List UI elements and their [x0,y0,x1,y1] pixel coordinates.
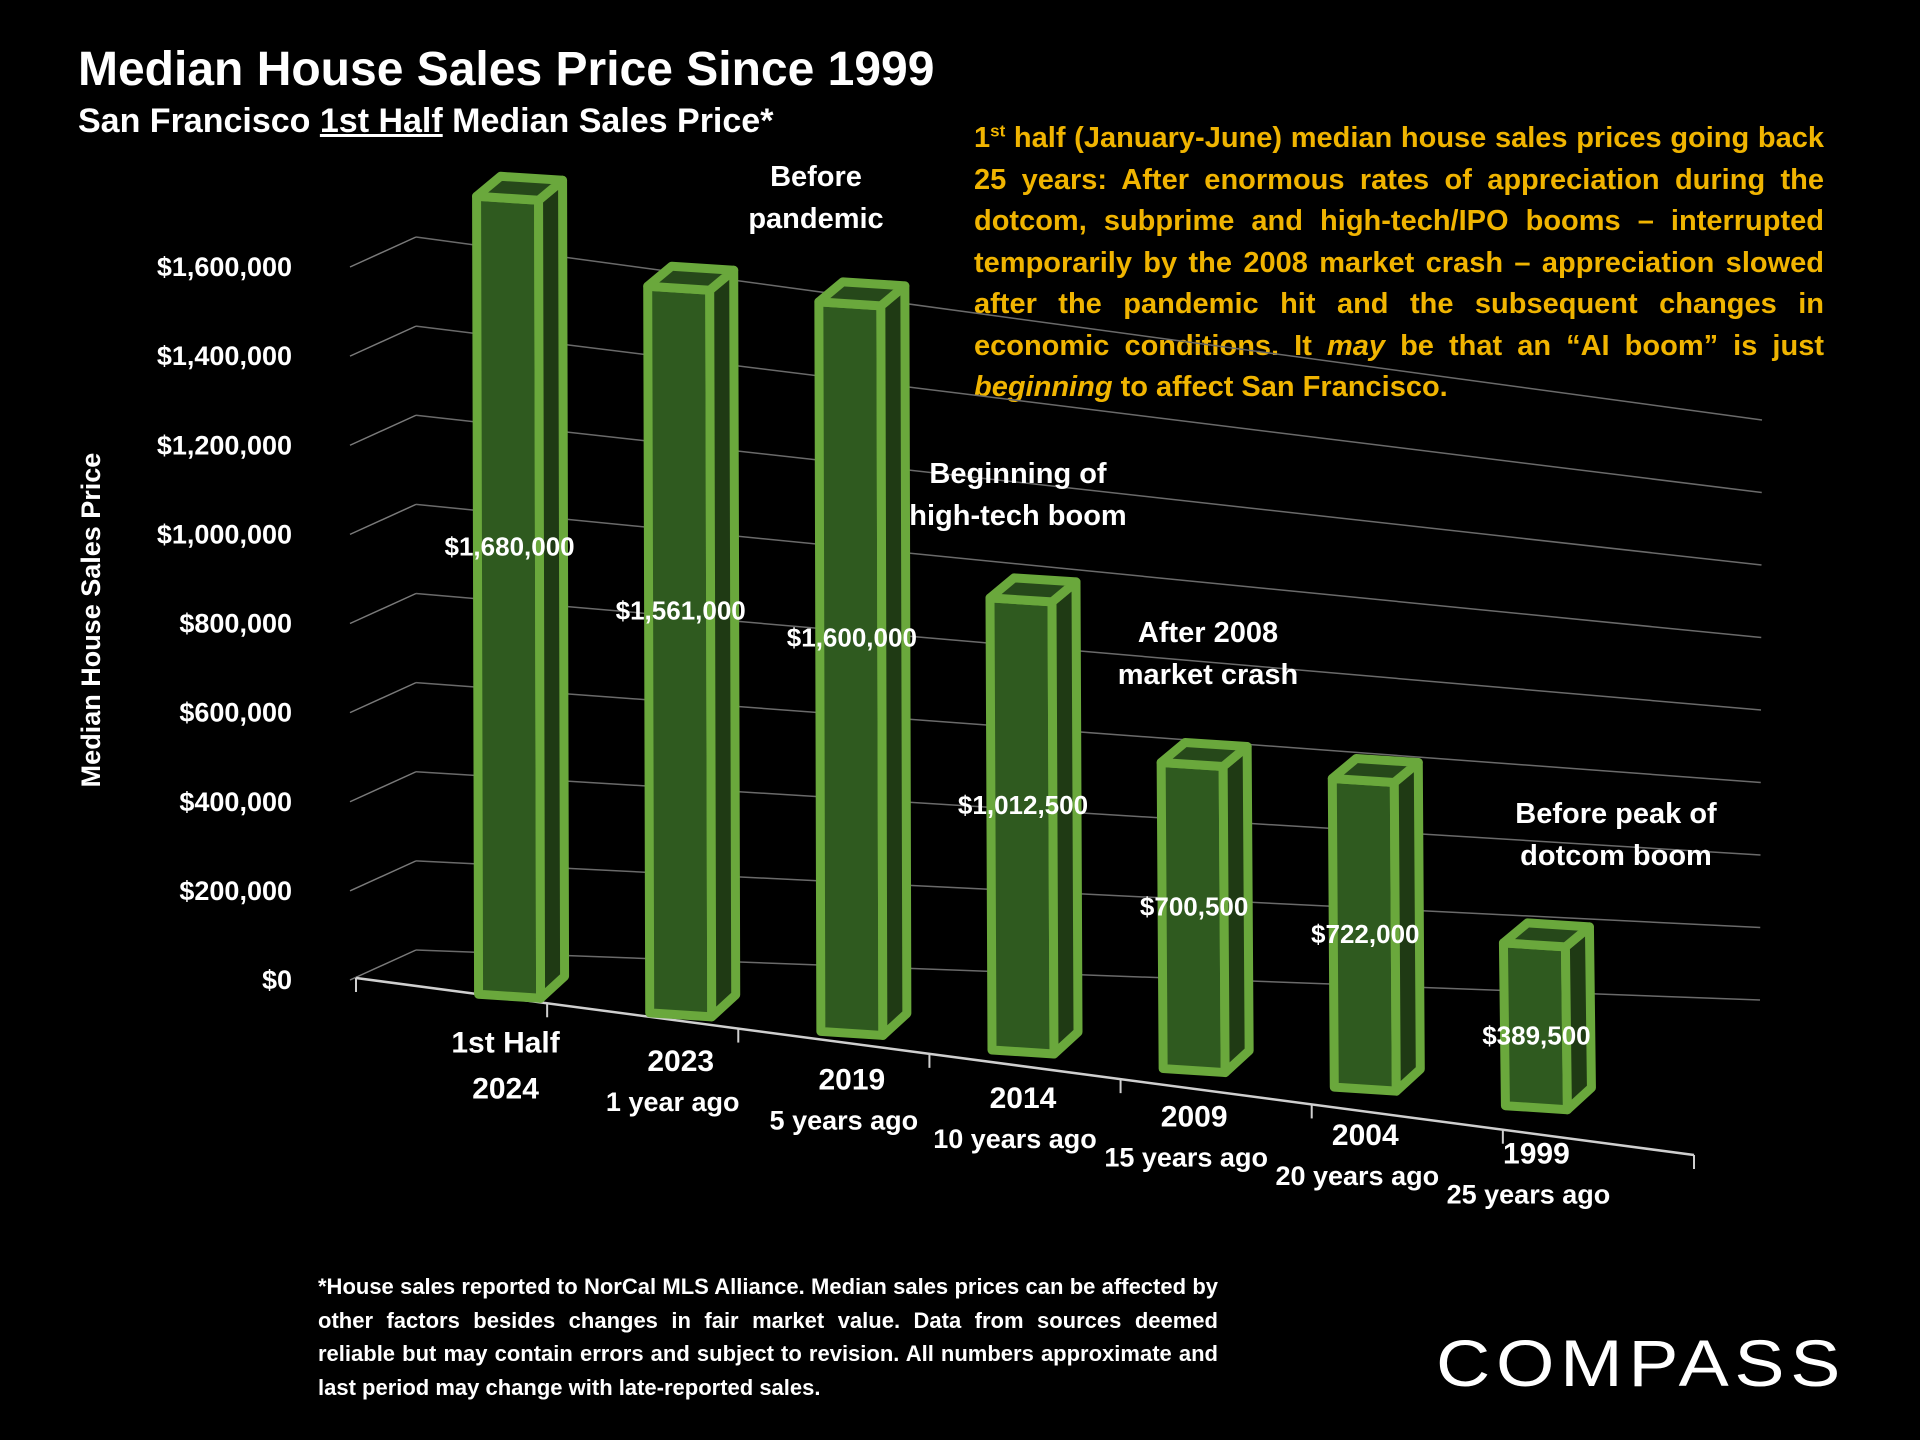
bar-top-face [1498,918,1594,952]
description-sup: st [990,121,1006,141]
bar-front-face [814,297,888,1040]
x-axis-line [355,976,1695,1157]
bar-top-face [985,573,1081,607]
labels: $0 $200,000 $400,000 $600,000 $800,000 $1,000… [76,161,1717,1210]
subtitle-underlined: 1st Half [319,102,443,140]
subtitle-suffix: Median Sales Price* [442,102,774,140]
x-category-label: 2014 [990,1082,1057,1115]
description-sup-number: 1 [974,122,991,154]
x-category-label: 2023 [647,1045,714,1078]
bar-top-face [1327,753,1423,787]
gridline-diagonal [349,325,417,357]
y-tick-label: $600,000 [179,698,292,728]
y-tick-label: $1,000,000 [157,519,292,549]
gridline [415,236,1763,421]
bar-annotation: Beginning of [929,458,1107,490]
description-text: 1st half (January-June) median house sal… [974,118,1824,409]
gridline [415,414,1762,566]
bar-top-face [643,261,739,295]
bar-value-label: $1,012,500 [958,790,1088,820]
grid-lines [349,236,1763,1001]
bar-annotation: dotcom boom [1520,840,1712,872]
bar-top-face [472,171,568,205]
gridline-diagonal [349,414,417,446]
bar-annotation: After 2008 [1138,617,1278,649]
x-category-label: 2004 [1332,1119,1399,1152]
x-category-label: 1st Half [451,1026,560,1059]
gridline [415,503,1762,639]
gridline-diagonal [349,592,417,625]
x-category-sublabel: 10 years ago [933,1124,1097,1154]
compass-logo: COMPASS [1436,1326,1846,1396]
bars [472,171,1596,1115]
bar-value-label: $700,500 [1140,892,1248,922]
x-category-sublabel: 2024 [472,1072,539,1105]
logo-text: COMPASS [1436,1326,1846,1396]
bar-front-face [472,191,546,1003]
bar-value-label: $722,000 [1311,919,1419,949]
bar-side-face [534,175,570,1003]
bar-side-face [705,265,741,1022]
subtitle-prefix: San Francisco [78,102,320,140]
y-tick-label: $1,600,000 [157,252,292,282]
x-category-sublabel: 20 years ago [1275,1161,1439,1191]
bar-annotation: market crash [1118,659,1299,691]
description-part3: to affect San Francisco. [1112,371,1448,403]
x-category-sublabel: 25 years ago [1447,1180,1611,1210]
axes [355,976,1695,1169]
gridline [415,592,1762,711]
x-category-sublabel: 15 years ago [1104,1143,1268,1173]
gridline [415,771,1761,856]
y-tick-label: $200,000 [179,876,292,906]
y-axis-title: Median House Sales Price [76,453,106,788]
bar-value-label: $1,561,000 [616,596,746,626]
x-category-sublabel: 5 years ago [770,1105,919,1135]
gridline-diagonal [349,949,417,981]
y-tick-label: $400,000 [179,787,292,817]
description-italic-may: may [1326,329,1385,362]
y-tick-label: $1,400,000 [157,341,292,371]
chart-title: Median House Sales Price Since 1999 [78,43,935,96]
gridline-diagonal [349,503,417,536]
x-category-label: 2019 [818,1063,885,1096]
gridline-diagonal [349,681,417,714]
gridline [415,681,1761,784]
bar-annotation: Before [770,161,862,193]
x-category-sublabel: 1 year ago [606,1087,740,1117]
bar-annotation: Before peak of [1515,798,1717,830]
bar-value-label: $1,600,000 [787,623,917,653]
bar-top-face [1156,737,1252,771]
bar-top-face [814,277,910,311]
y-tick-label: $800,000 [179,609,292,639]
y-tick-label: $1,200,000 [157,430,292,460]
x-category-label: 2009 [1161,1101,1228,1134]
bar-front-face [985,593,1059,1059]
bar-annotation: high-tech boom [909,500,1126,532]
bar-front-face [643,281,717,1022]
bar-value-label: $389,500 [1482,1020,1590,1050]
gridline-diagonal [349,860,417,892]
bar-side-face [1560,922,1596,1115]
bar-side-face [876,281,912,1040]
footnote: *House sales reported to NorCal MLS Alli… [318,1274,1218,1400]
bar-value-label: $1,680,000 [445,531,575,561]
y-tick-label: $0 [262,965,292,995]
description-part2: be that an “AI boom” is just [1385,329,1824,362]
gridline-diagonal [349,236,417,268]
gridline [415,860,1761,929]
chart-subtitle: San Francisco 1st Half Median Sales Pric… [78,102,773,141]
x-category-label: 1999 [1503,1138,1570,1171]
gridline-diagonal [349,771,417,803]
gridline [415,325,1762,494]
description-part1: half (January-June) median house sales p… [974,122,1824,362]
bar-annotation: pandemic [748,203,883,235]
